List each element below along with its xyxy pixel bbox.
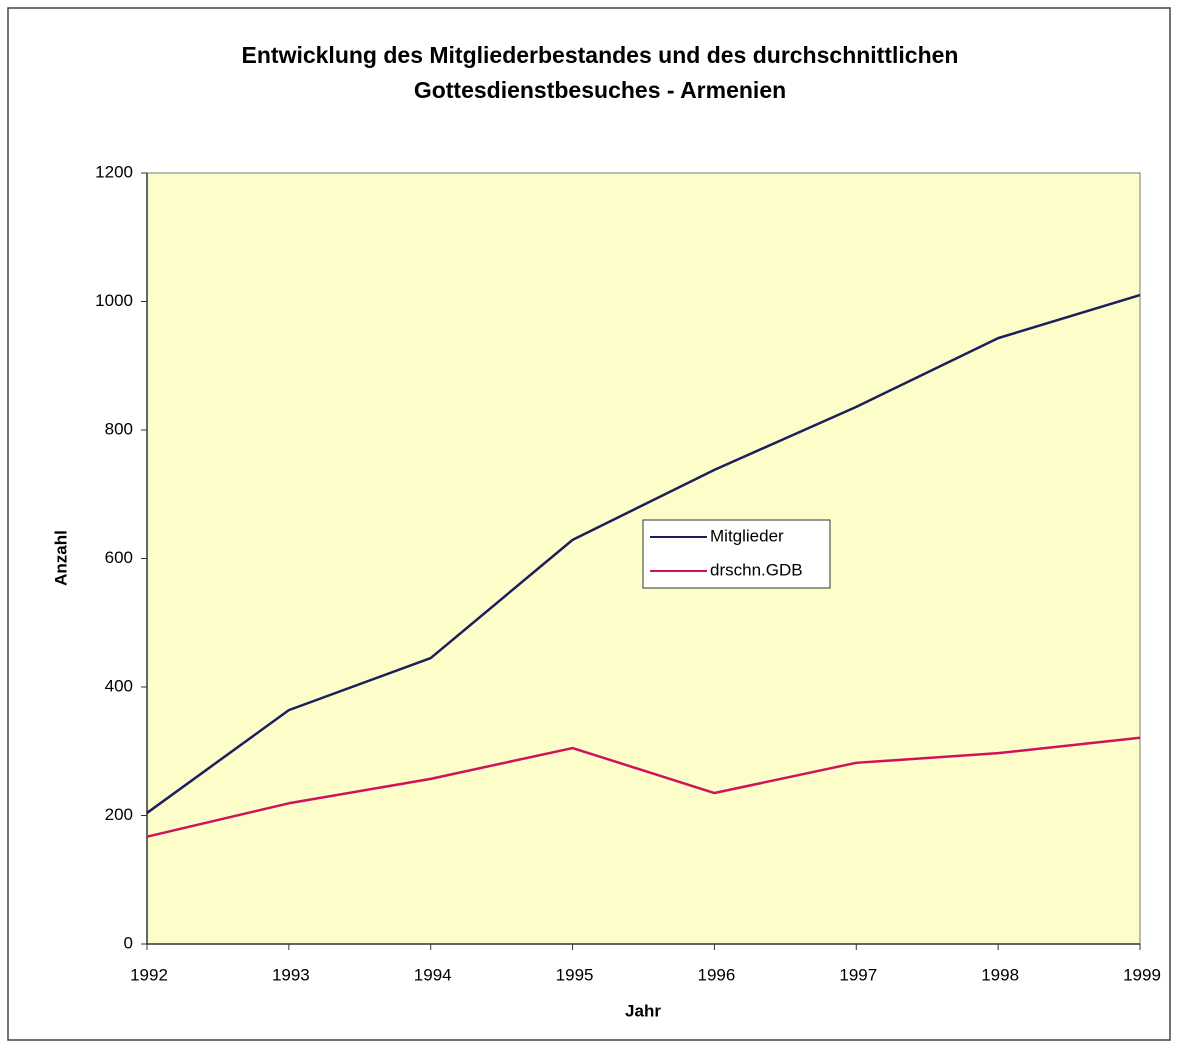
x-tick-label: 1998 bbox=[981, 965, 1019, 984]
y-tick-label: 200 bbox=[105, 805, 133, 824]
chart-title: Entwicklung des Mitgliederbestandes und … bbox=[242, 42, 959, 68]
x-tick-label: 1996 bbox=[698, 965, 736, 984]
y-tick-label: 1200 bbox=[95, 162, 133, 181]
x-tick-label: 1994 bbox=[414, 965, 452, 984]
x-tick-label: 1992 bbox=[130, 965, 168, 984]
y-tick-label: 0 bbox=[124, 933, 133, 952]
y-axis-title: Anzahl bbox=[51, 530, 70, 586]
legend bbox=[642, 519, 831, 589]
x-tick-label: 1997 bbox=[839, 965, 877, 984]
y-tick-label: 400 bbox=[105, 676, 133, 695]
x-tick-label: 1999 bbox=[1123, 965, 1161, 984]
y-tick-label: 600 bbox=[105, 548, 133, 567]
y-tick-label: 1000 bbox=[95, 291, 133, 310]
x-tick-label: 1995 bbox=[556, 965, 594, 984]
legend-label: Mitglieder bbox=[710, 526, 784, 545]
series-line bbox=[146, 736, 1141, 838]
chart-title: Gottesdienstbesuches - Armenien bbox=[414, 77, 786, 103]
y-tick-label: 800 bbox=[105, 419, 133, 438]
series-line bbox=[146, 293, 1141, 814]
x-tick-label: 1993 bbox=[272, 965, 310, 984]
legend-label: drschn.GDB bbox=[710, 560, 803, 579]
x-axis-title: Jahr bbox=[625, 1001, 661, 1020]
